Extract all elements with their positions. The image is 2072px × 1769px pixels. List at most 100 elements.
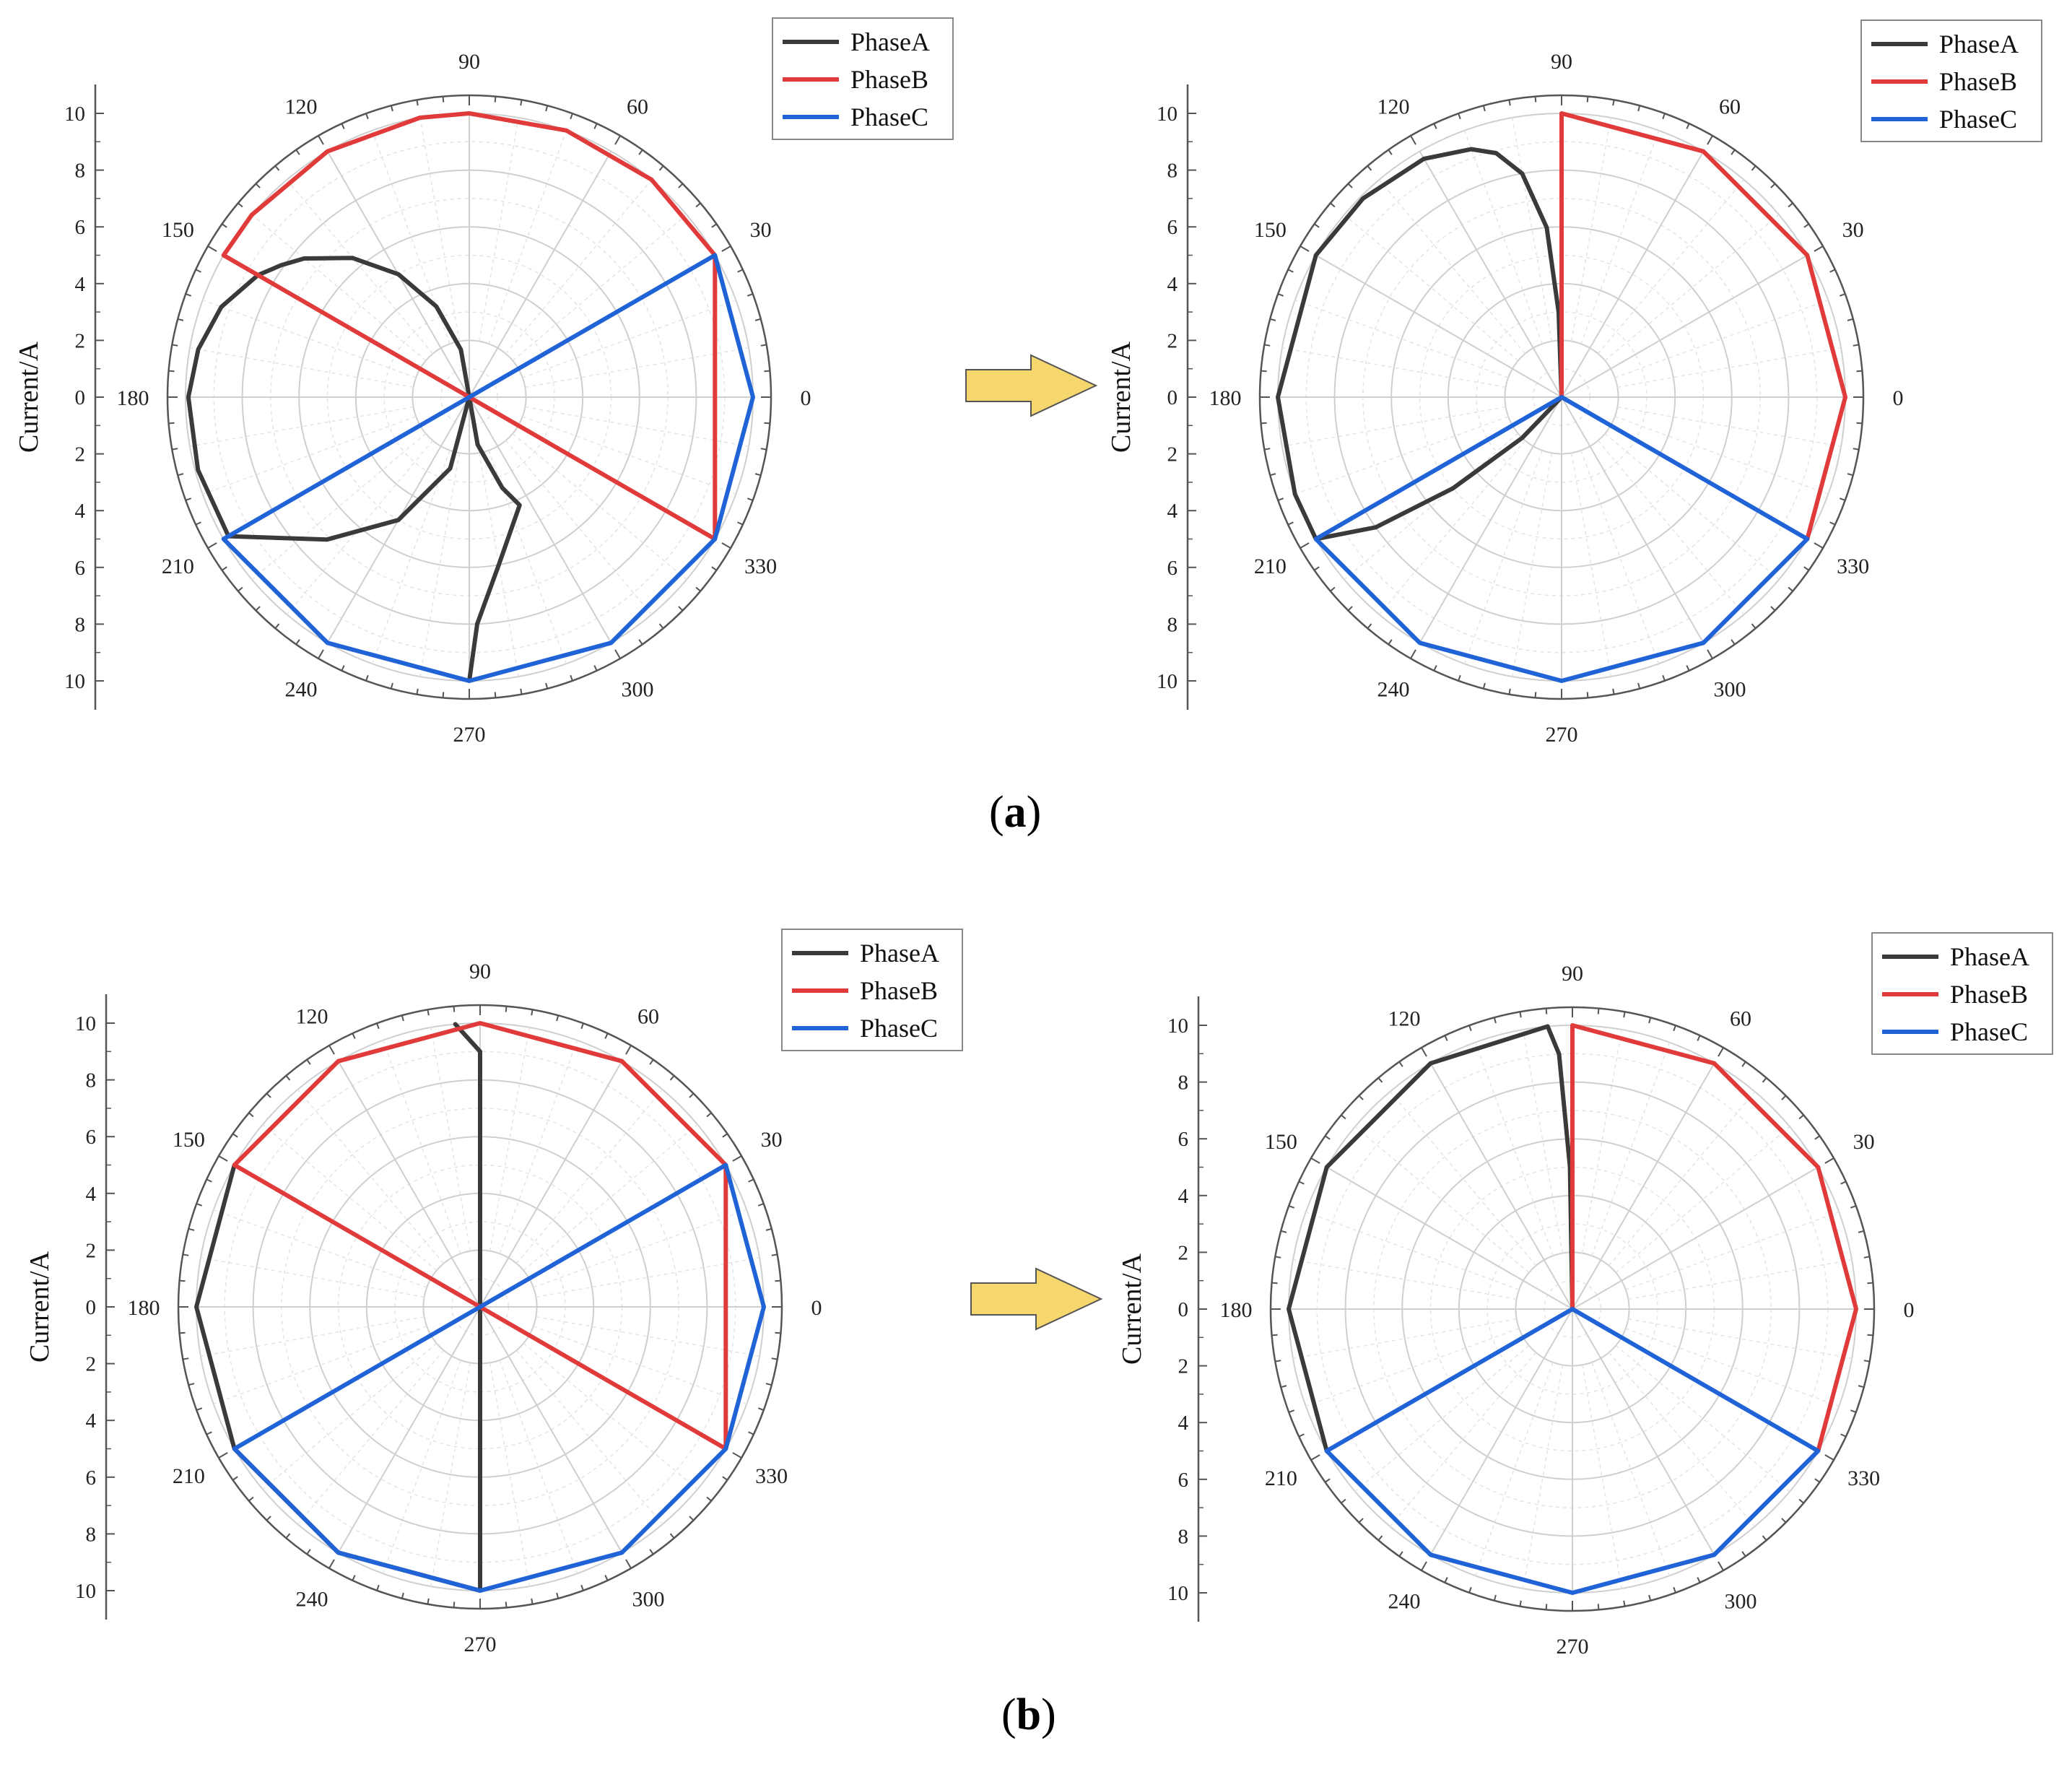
angle-tick-mark <box>206 1178 212 1183</box>
radial-tick-label: 10 <box>1167 1582 1188 1605</box>
angle-tick-label: 120 <box>1388 1007 1421 1030</box>
angle-tick-label: 240 <box>285 678 318 702</box>
angle-tick-label: 300 <box>1714 678 1746 702</box>
angle-tick-mark <box>1863 1360 1870 1362</box>
angle-tick-mark <box>1341 1498 1346 1504</box>
angle-tick-mark <box>1770 606 1776 612</box>
angle-tick-mark <box>365 674 369 682</box>
legend-label: PhaseA <box>1950 942 2029 971</box>
angle-tick-label: 150 <box>173 1128 205 1152</box>
grid-spoke <box>1512 453 1553 677</box>
angle-tick-mark <box>196 1203 203 1207</box>
angle-tick-mark <box>1770 183 1776 188</box>
angle-tick-mark <box>295 639 300 645</box>
angle-tick-mark <box>638 149 643 155</box>
radial-tick-label: 6 <box>86 1466 97 1490</box>
angle-tick-mark <box>1840 1181 1847 1185</box>
grid-spoke <box>1572 1063 1715 1310</box>
angle-tick-mark <box>1277 293 1284 297</box>
grid-spoke <box>1294 416 1509 495</box>
angle-tick-mark <box>328 1045 335 1055</box>
radial-tick-label: 10 <box>75 1012 96 1035</box>
angle-tick-mark <box>1377 1077 1383 1083</box>
angle-tick-mark <box>318 649 324 659</box>
angle-tick-mark <box>274 623 280 629</box>
angle-tick-mark <box>1493 1017 1497 1024</box>
angle-tick-mark <box>732 1155 742 1162</box>
radial-tick-label: 4 <box>75 500 86 523</box>
angle-tick-mark <box>1597 1008 1600 1014</box>
grid-spoke <box>1572 1166 1819 1310</box>
radial-tick-label: 10 <box>1157 670 1178 693</box>
grid-spoke <box>533 1209 747 1288</box>
angle-tick-mark <box>1310 1454 1320 1461</box>
angle-tick-mark <box>341 123 345 129</box>
angle-tick-mark <box>722 1476 728 1481</box>
angle-tick-mark <box>1718 1047 1724 1057</box>
angle-tick-mark <box>505 1006 508 1012</box>
angle-tick-mark <box>1482 682 1486 690</box>
grid-spoke <box>1463 450 1543 664</box>
radial-tick-label: 6 <box>1178 1469 1189 1492</box>
angle-tick-mark <box>1271 1334 1278 1336</box>
y-axis-title: Current/A <box>25 1251 55 1362</box>
angle-tick-mark <box>737 521 744 526</box>
series-line-phaseb <box>1570 1023 1858 1453</box>
radial-tick-label: 2 <box>86 1239 97 1262</box>
grid-spoke <box>189 347 414 388</box>
grid-spoke <box>1597 179 1745 355</box>
radial-tick-label: 10 <box>64 670 85 693</box>
angle-tick-label: 120 <box>285 95 318 118</box>
angle-tick-mark <box>1612 100 1615 106</box>
grid-spoke <box>525 347 749 388</box>
angle-tick-mark <box>721 245 731 252</box>
angle-tick-label: 90 <box>469 960 491 983</box>
radial-tick-label: 4 <box>1178 1412 1189 1435</box>
grid-spoke <box>536 1257 760 1298</box>
angle-tick-mark <box>255 606 261 612</box>
angle-tick-mark <box>1367 623 1372 629</box>
angle-tick-mark <box>1468 1586 1472 1594</box>
radial-tick-label: 8 <box>1178 1525 1189 1548</box>
grid-spoke <box>1344 433 1519 581</box>
angle-tick-mark <box>185 497 192 501</box>
angle-tick-mark <box>222 566 227 571</box>
angle-tick-mark <box>218 1155 228 1162</box>
grid-spoke <box>1354 1126 1530 1274</box>
angle-tick-mark <box>172 344 178 347</box>
angle-tick-mark <box>1264 448 1271 451</box>
angle-tick-mark <box>427 1009 430 1016</box>
angle-tick-mark <box>341 665 345 671</box>
angle-tick-mark <box>604 1033 609 1039</box>
angle-tick-mark <box>1545 1008 1548 1014</box>
grid-spoke <box>430 1027 471 1251</box>
grid-spoke <box>1429 1063 1573 1310</box>
angle-tick-mark <box>177 318 184 321</box>
angle-tick-mark <box>604 1575 609 1581</box>
angle-tick-mark <box>183 1253 189 1256</box>
transition-arrow-icon <box>970 1267 1103 1331</box>
legend-label: PhaseB <box>1950 980 2028 1009</box>
radial-tick-label: 6 <box>86 1126 97 1149</box>
angle-tick-mark <box>1867 1334 1873 1336</box>
angle-tick-mark <box>1288 1409 1295 1413</box>
angle-tick-mark <box>580 1022 584 1030</box>
grid-spoke <box>213 1326 427 1405</box>
legend-label: PhaseA <box>1939 30 2019 58</box>
y-axis-title: Current/A <box>14 341 44 453</box>
angle-tick-mark <box>453 1601 456 1608</box>
angle-tick-label: 180 <box>117 386 149 410</box>
grid-spoke <box>505 440 653 615</box>
angle-tick-label: 240 <box>1388 1590 1421 1614</box>
angle-tick-mark <box>580 1584 584 1591</box>
grid-spoke <box>262 1123 438 1272</box>
radial-tick-label: 4 <box>1167 500 1178 523</box>
angle-tick-label: 330 <box>1847 1466 1880 1490</box>
grid-spoke <box>1570 453 1611 677</box>
angle-tick-mark <box>746 497 754 501</box>
angle-tick-mark <box>1612 688 1615 695</box>
angle-tick-mark <box>442 96 445 103</box>
grid-spoke <box>1617 347 1842 388</box>
angle-tick-mark <box>1271 1282 1278 1285</box>
grid-spoke <box>522 299 736 378</box>
